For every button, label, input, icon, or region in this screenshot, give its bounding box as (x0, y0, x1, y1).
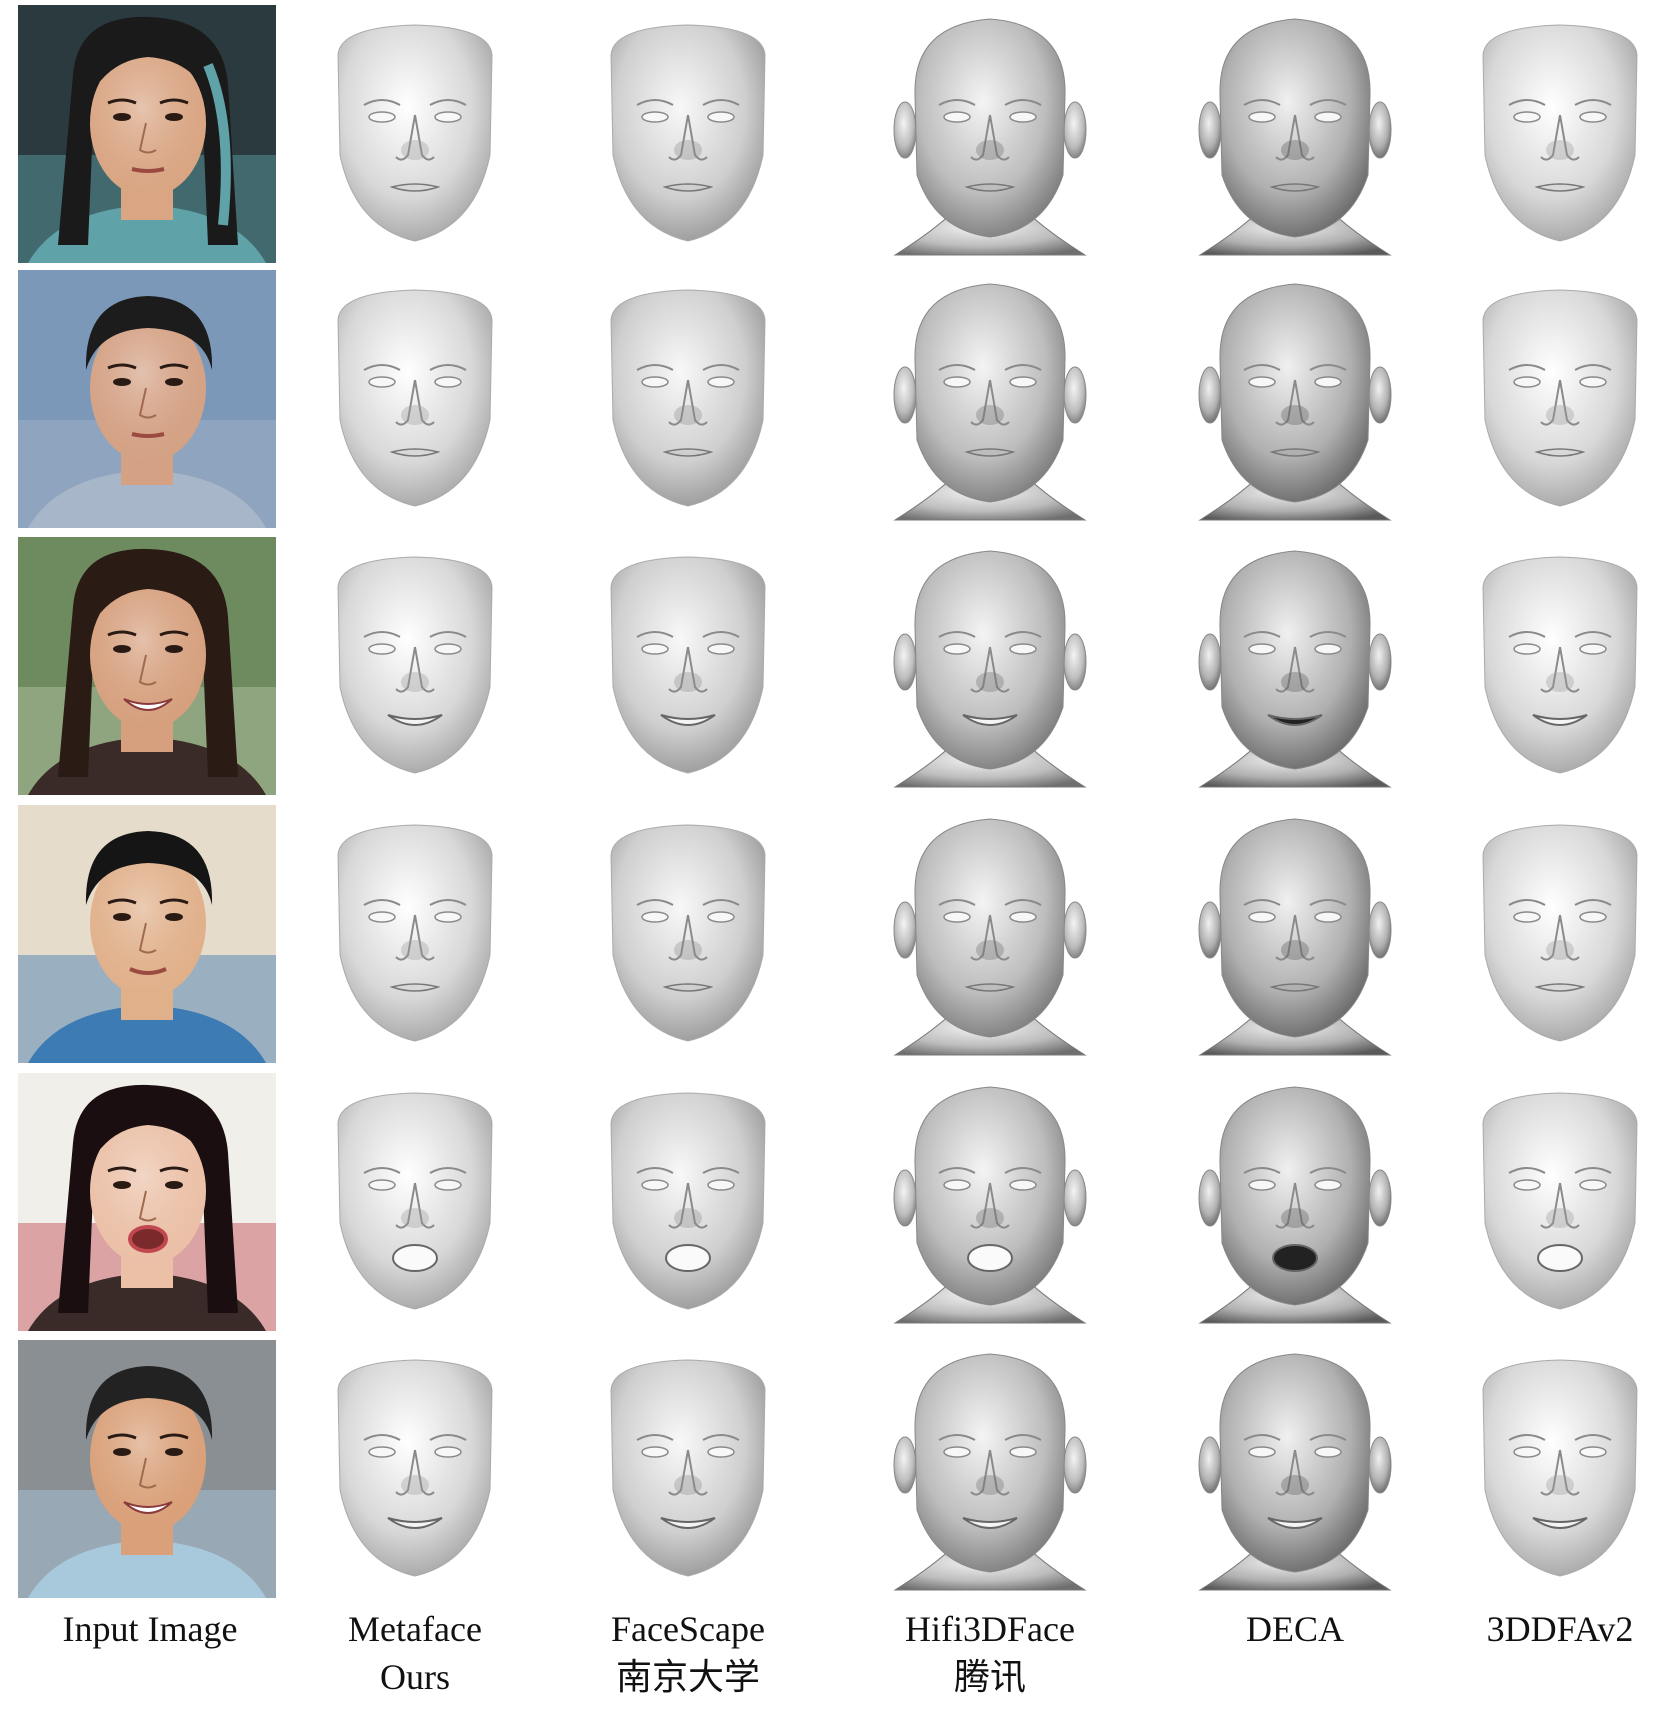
mesh-deca-row-1 (1198, 18, 1392, 256)
column-label-line: 腾讯 (953, 1657, 1026, 1697)
column-label-line: 南京大学 (615, 1657, 760, 1697)
column-label-input: Input Image (25, 1605, 275, 1653)
mesh-facescape-row-1 (610, 24, 766, 242)
mesh-facescape-row-3 (610, 556, 766, 774)
input-photo-6 (18, 1340, 276, 1598)
mesh-facescape-row-5 (610, 1092, 766, 1310)
mesh-3ddfav2-row-4 (1482, 824, 1638, 1042)
mesh-deca-row-4 (1198, 818, 1392, 1056)
input-photo-2 (18, 270, 276, 528)
mesh-hifi3dface-row-2 (893, 283, 1087, 521)
mesh-deca-row-2 (1198, 283, 1392, 521)
mesh-deca-row-3 (1198, 550, 1392, 788)
column-label-line: Input Image (62, 1609, 238, 1649)
mesh-metaface-row-3 (337, 556, 493, 774)
column-label-deca: DECA (1170, 1605, 1420, 1653)
column-label-line: Hifi3DFace (905, 1609, 1075, 1649)
mesh-3ddfav2-row-1 (1482, 24, 1638, 242)
mesh-hifi3dface-row-4 (893, 818, 1087, 1056)
column-label-3ddfav2: 3DDFAv2 (1435, 1605, 1666, 1653)
column-label-metaface: Metaface Ours (290, 1605, 540, 1701)
figure-grid (18, 5, 1638, 1598)
column-label-hifi3dface: Hifi3DFace 腾讯 (865, 1605, 1115, 1701)
input-photo-4 (18, 805, 276, 1063)
column-label-line: DECA (1246, 1609, 1344, 1649)
mesh-facescape-row-6 (610, 1359, 766, 1577)
mesh-3ddfav2-row-6 (1482, 1359, 1638, 1577)
input-photo-3 (18, 537, 276, 795)
column-label-line: Ours (380, 1657, 450, 1697)
mesh-hifi3dface-row-1 (893, 18, 1087, 256)
mesh-metaface-row-5 (337, 1092, 493, 1310)
mesh-3ddfav2-row-2 (1482, 289, 1638, 507)
mesh-3ddfav2-row-5 (1482, 1092, 1638, 1310)
column-label-line: Metaface (348, 1609, 482, 1649)
mesh-metaface-row-2 (337, 289, 493, 507)
mesh-3ddfav2-row-3 (1482, 556, 1638, 774)
mesh-deca-row-5 (1198, 1086, 1392, 1324)
mesh-hifi3dface-row-5 (893, 1086, 1087, 1324)
column-label-line: 3DDFAv2 (1486, 1609, 1634, 1649)
input-photo-5 (18, 1073, 276, 1331)
mesh-metaface-row-1 (337, 24, 493, 242)
input-photo-1 (18, 5, 276, 263)
column-labels: Input Image Metaface Ours FaceScape 南京大学 Hifi… (0, 1605, 1666, 1710)
mesh-facescape-row-2 (610, 289, 766, 507)
mesh-hifi3dface-row-3 (893, 550, 1087, 788)
mesh-hifi3dface-row-6 (893, 1353, 1087, 1591)
mesh-facescape-row-4 (610, 824, 766, 1042)
column-label-line: FaceScape (611, 1609, 765, 1649)
mesh-metaface-row-6 (337, 1359, 493, 1577)
mesh-metaface-row-4 (337, 824, 493, 1042)
mesh-deca-row-6 (1198, 1353, 1392, 1591)
column-label-facescape: FaceScape 南京大学 (563, 1605, 813, 1701)
